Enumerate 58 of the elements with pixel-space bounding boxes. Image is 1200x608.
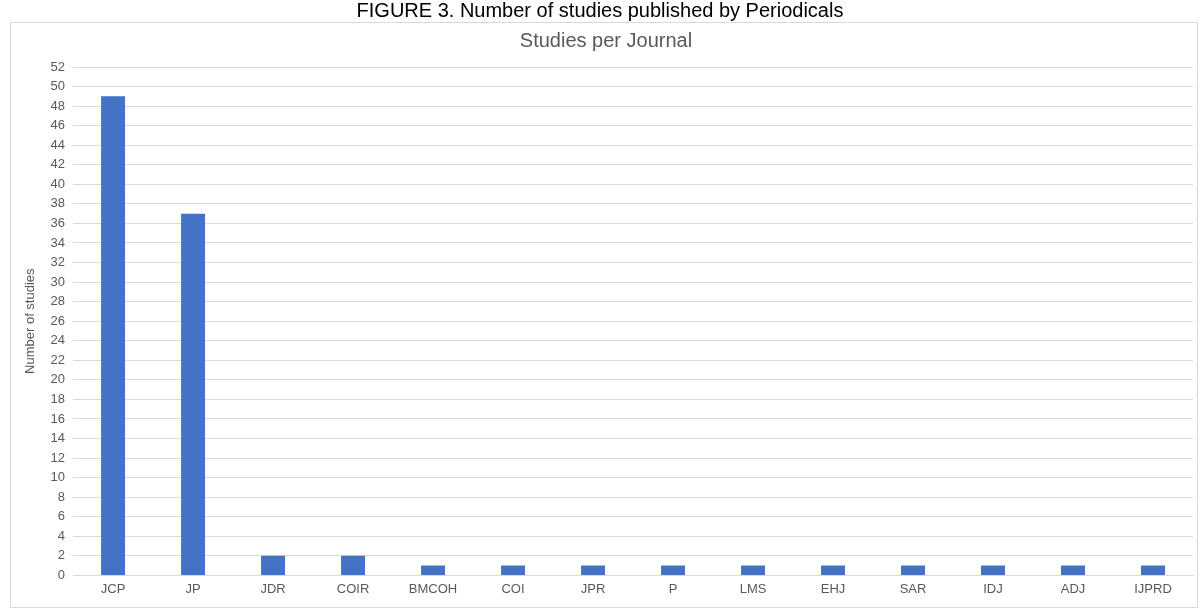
y-tick-label: 36	[50, 215, 66, 231]
y-tick-label: 22	[50, 351, 66, 367]
y-tick-label: 52	[50, 58, 66, 74]
y-tick-label: 2	[57, 547, 66, 563]
x-tick-label: LMS	[739, 580, 767, 596]
y-axis-title: Number of studies	[22, 267, 38, 374]
x-tick-label: EHJ	[820, 580, 846, 596]
y-tick-label: 12	[50, 449, 66, 465]
bar	[261, 555, 286, 575]
y-tick-label: 38	[50, 195, 66, 211]
chart-subtitle: Studies per Journal	[519, 28, 693, 51]
bar	[1061, 565, 1086, 575]
y-tick-label: 14	[50, 430, 66, 446]
x-tick-label: BMCOH	[408, 580, 458, 596]
bar	[421, 565, 446, 575]
bar	[741, 565, 766, 575]
y-tick-label: 6	[57, 508, 66, 524]
y-tick-label: 40	[50, 175, 66, 191]
y-tick-label: 30	[50, 273, 66, 289]
y-tick-label: 48	[50, 97, 66, 113]
y-tick-label: 28	[50, 293, 66, 309]
bar	[1141, 565, 1165, 575]
bar	[581, 565, 606, 575]
y-tick-label: 32	[50, 254, 66, 270]
x-tick-label: COI	[501, 580, 525, 596]
bar	[821, 565, 846, 575]
bar	[981, 565, 1006, 575]
y-tick-label: 18	[50, 390, 66, 406]
bar	[101, 96, 126, 575]
x-tick-label: ADJ	[1060, 580, 1086, 596]
y-tick-label: 34	[50, 234, 66, 250]
y-tick-label: 46	[50, 117, 66, 133]
x-tick-label: SAR	[899, 580, 927, 596]
bar	[901, 565, 926, 575]
y-tick-label: 8	[57, 488, 66, 504]
x-tick-label: P	[668, 580, 678, 596]
y-tick-label: 10	[50, 469, 66, 485]
bar	[661, 565, 686, 575]
bar	[501, 565, 526, 575]
x-tick-label: JPR	[580, 580, 606, 596]
y-tick-label: 20	[50, 371, 66, 387]
y-tick-label: 42	[50, 156, 66, 172]
x-tick-label: JDR	[260, 580, 286, 596]
x-tick-label: IJPRD	[1134, 580, 1172, 596]
y-tick-label: 4	[57, 527, 66, 543]
x-tick-label: JP	[185, 580, 201, 596]
x-tick-label: IDJ	[983, 580, 1003, 596]
chart-title: FIGURE 3. Number of studies published by Periodicals	[355, 0, 845, 21]
x-tick-label: JCP	[100, 580, 126, 596]
y-tick-label: 26	[50, 312, 66, 328]
bar	[181, 213, 206, 575]
y-tick-label: 50	[50, 78, 66, 94]
y-tick-label: 0	[57, 566, 66, 582]
y-tick-label: 16	[50, 410, 66, 426]
y-tick-label: 44	[50, 136, 66, 152]
x-tick-label: COIR	[336, 580, 370, 596]
bar	[341, 555, 366, 575]
y-tick-label: 24	[50, 332, 66, 348]
